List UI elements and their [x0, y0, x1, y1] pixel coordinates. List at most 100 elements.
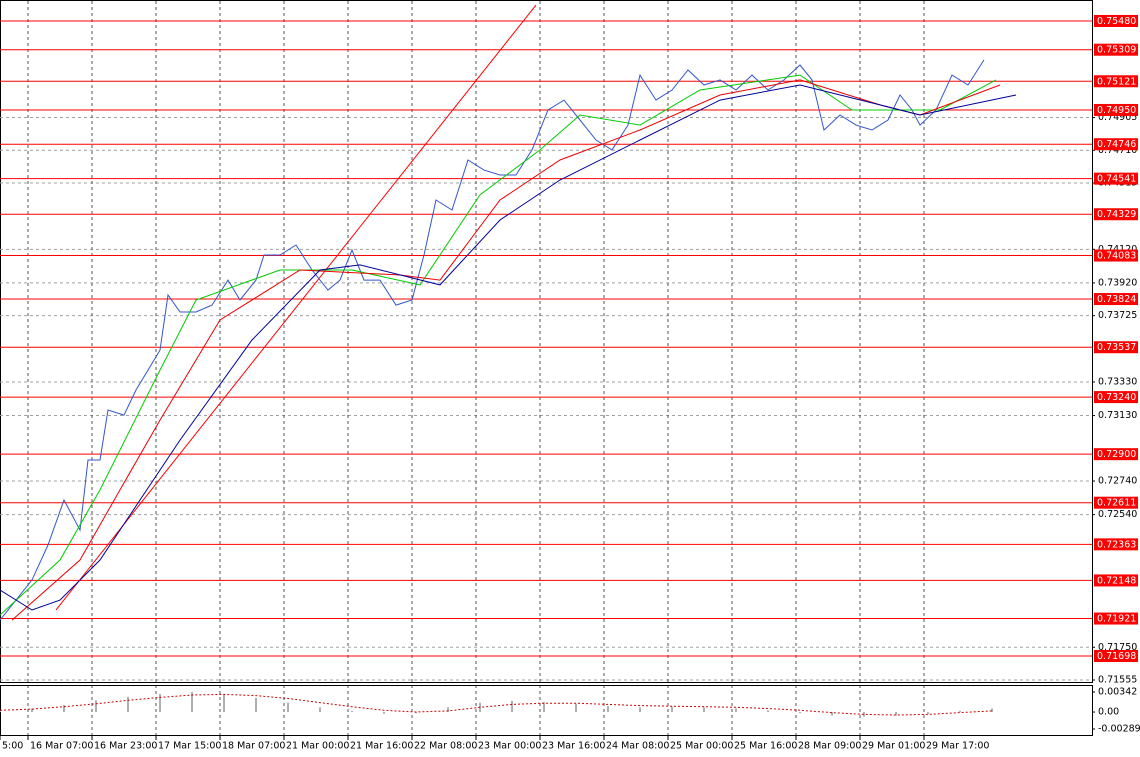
histogram-bar — [31, 708, 33, 713]
level-label: 0.74329 — [1097, 209, 1136, 220]
level-label-box — [1094, 649, 1138, 662]
level-label-box — [1094, 14, 1138, 27]
histogram-bar — [639, 707, 641, 713]
level-label: 0.72611 — [1097, 498, 1136, 509]
level-label: 0.74746 — [1097, 139, 1136, 150]
x-tick-label: 18 Mar 07:00 — [222, 741, 285, 752]
y-tick-label: 0.74120 — [1098, 244, 1137, 255]
level-label: 0.72900 — [1097, 449, 1136, 460]
histogram-bar — [575, 703, 577, 713]
histogram-bar — [127, 696, 129, 713]
histogram-bar — [959, 710, 961, 713]
level-label-box — [1094, 172, 1138, 185]
y-tick-label: 0.00 — [1098, 707, 1119, 718]
x-tick-label: 23 Mar 00:00 — [478, 741, 541, 752]
histogram-bar — [383, 712, 385, 714]
level-label: 0.75309 — [1097, 45, 1136, 56]
histogram-bar — [543, 702, 545, 713]
histogram-bar — [0, 710, 1, 713]
level-label: 0.73824 — [1097, 294, 1136, 305]
histogram-bar — [703, 707, 705, 713]
histogram-bar — [831, 712, 833, 716]
indicator-line — [0, 84, 1017, 611]
histogram-bar — [223, 694, 225, 713]
level-label: 0.71698 — [1097, 651, 1136, 662]
x-tick-label: 29 Mar 01:00 — [862, 741, 925, 752]
level-label-box — [1094, 448, 1138, 461]
y-tick-label: 0.73130 — [1098, 410, 1137, 421]
histogram-bar — [607, 706, 609, 713]
x-tick-label: 17 Mar 15:00 — [158, 741, 221, 752]
x-tick-label: 25 Mar 16:00 — [734, 741, 797, 752]
x-tick-label: 5:00 — [2, 741, 23, 752]
level-label-box — [1094, 138, 1138, 151]
x-tick-label: 28 Mar 09:00 — [798, 741, 861, 752]
indicator-line — [0, 74, 997, 616]
y-tick-label: -0.002894 — [1098, 723, 1140, 734]
y-tick-label: 0.72540 — [1098, 509, 1137, 520]
histogram-bar — [863, 712, 865, 717]
histogram-bar — [447, 707, 449, 713]
y-tick-label: 0.72740 — [1098, 476, 1137, 487]
x-tick-label: 25 Mar 00:00 — [670, 741, 733, 752]
x-tick-label: 29 Mar 17:00 — [926, 741, 989, 752]
indicator-line — [11, 79, 1001, 621]
level-label: 0.74083 — [1097, 251, 1136, 262]
y-tick-label: 0.74905 — [1098, 112, 1137, 123]
level-label: 0.75121 — [1097, 76, 1136, 87]
histogram-bar — [159, 693, 161, 713]
level-label: 0.73537 — [1097, 342, 1136, 353]
level-label-box — [1094, 341, 1138, 354]
level-label: 0.72363 — [1097, 539, 1136, 550]
level-label: 0.74950 — [1097, 105, 1136, 116]
level-label-box — [1094, 249, 1138, 262]
histogram-bar — [415, 712, 417, 714]
level-label-box — [1094, 103, 1138, 116]
level-label-box — [1094, 574, 1138, 587]
histogram-bar — [927, 712, 929, 714]
level-label-box — [1094, 496, 1138, 509]
histogram-bar — [767, 710, 769, 713]
x-tick-label: 16 Mar 07:00 — [30, 741, 93, 752]
level-label-box — [1094, 538, 1138, 551]
level-label-box — [1094, 43, 1138, 56]
histogram-bar — [255, 697, 257, 713]
x-tick-label: 16 Mar 23:00 — [94, 741, 157, 752]
x-tick-label: 22 Mar 08:00 — [414, 741, 477, 752]
level-label-box — [1094, 293, 1138, 306]
y-tick-label: 0.00342 — [1098, 686, 1137, 697]
level-label-box — [1094, 75, 1138, 88]
histogram-bar — [287, 702, 289, 713]
level-label: 0.72148 — [1097, 575, 1136, 586]
level-label: 0.73240 — [1097, 392, 1136, 403]
histogram-bar — [63, 704, 65, 713]
level-label-box — [1094, 391, 1138, 404]
histogram-bar — [511, 700, 513, 713]
histogram-bar — [991, 708, 993, 713]
level-label: 0.74541 — [1097, 174, 1136, 185]
histogram-bar — [671, 706, 673, 713]
level-label-box — [1094, 208, 1138, 221]
histogram-bar — [895, 712, 897, 716]
y-tick-label: 0.73725 — [1098, 310, 1137, 321]
y-tick-label: 0.73920 — [1098, 277, 1137, 288]
y-tick-label: 0.71555 — [1098, 675, 1137, 686]
histogram-bar — [799, 712, 801, 714]
histogram-bar — [319, 707, 321, 713]
histogram-bar — [735, 708, 737, 713]
x-tick-label: 21 Mar 16:00 — [350, 741, 413, 752]
x-tick-label: 24 Mar 08:00 — [606, 741, 669, 752]
x-tick-label: 23 Mar 16:00 — [542, 741, 605, 752]
trend-line — [55, 4, 537, 611]
price-line — [0, 59, 985, 621]
x-tick-label: 21 Mar 00:00 — [286, 741, 349, 752]
histogram-bar — [351, 710, 353, 713]
level-label-box — [1094, 612, 1138, 625]
indicator-line — [0, 693, 993, 716]
y-tick-label: 0.71750 — [1098, 642, 1137, 653]
y-tick-label: 0.74710 — [1098, 145, 1137, 156]
level-label: 0.71921 — [1097, 614, 1136, 625]
histogram-bar — [95, 700, 97, 713]
